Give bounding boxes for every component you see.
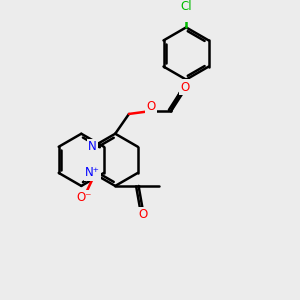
Text: O⁻: O⁻: [76, 191, 92, 204]
Text: O: O: [180, 80, 189, 94]
Text: Cl: Cl: [180, 0, 192, 13]
Text: N: N: [88, 140, 97, 153]
Text: O: O: [146, 100, 156, 113]
Text: N⁺: N⁺: [85, 167, 100, 179]
Text: O: O: [138, 208, 147, 221]
